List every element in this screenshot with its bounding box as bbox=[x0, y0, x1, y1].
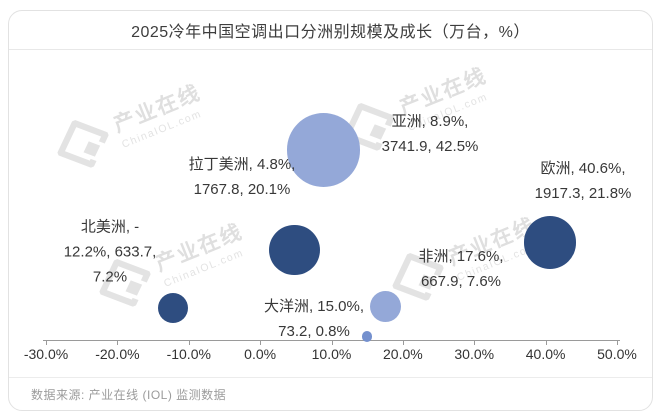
data-source-note: 数据来源: 产业在线 (IOL) 监测数据 bbox=[31, 387, 227, 402]
chart-footer: 数据来源: 产业在线 (IOL) 监测数据 bbox=[9, 377, 652, 410]
chart-header: 2025冷年中国空调出口分洲别规模及成长（万台，%） bbox=[9, 11, 652, 50]
chart-card: 2025冷年中国空调出口分洲别规模及成长（万台，%） 数据来源: 产业在线 (I… bbox=[8, 10, 653, 411]
chart-title: 2025冷年中国空调出口分洲别规模及成长（万台，%） bbox=[131, 24, 530, 41]
